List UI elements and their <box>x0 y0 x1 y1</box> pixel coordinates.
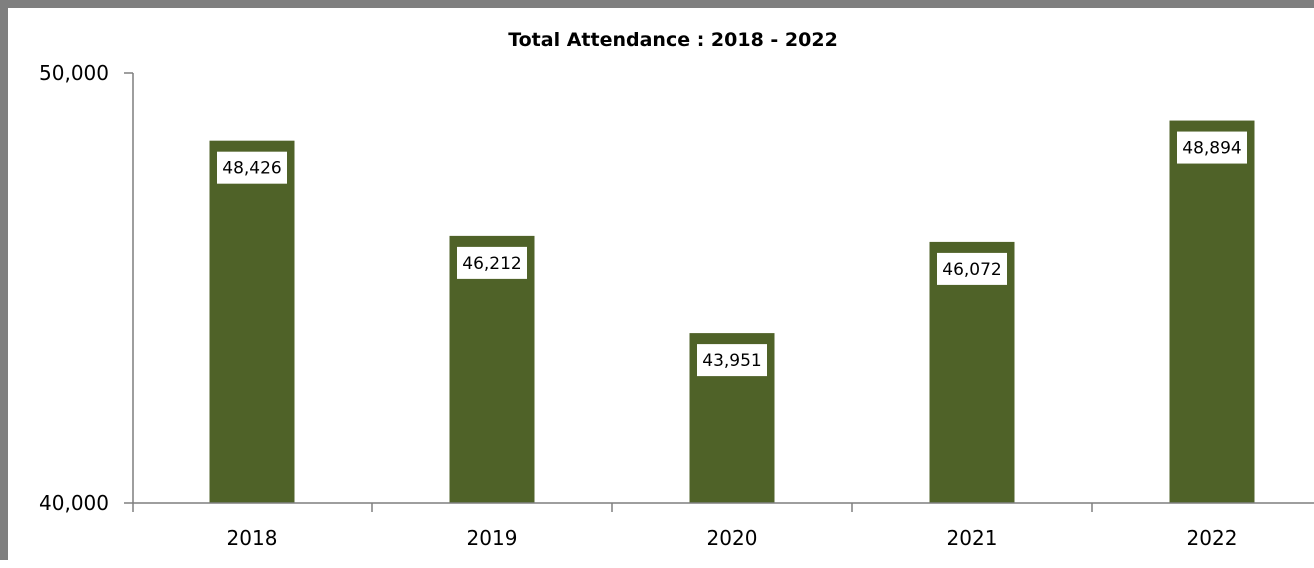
bar-2022 <box>1169 120 1255 504</box>
data-label-box-2018 <box>217 151 287 184</box>
data-label-2021: 46,072 <box>942 260 1001 280</box>
x-tick-label-2018: 2018 <box>227 526 278 550</box>
bar-2021 <box>929 241 1015 504</box>
axes-group: 40,000 50,000 2018 2019 2020 2021 2022 <box>39 61 1314 550</box>
x-tick-label-2022: 2022 <box>1187 526 1238 550</box>
data-label-2018: 48,426 <box>222 159 281 179</box>
bar-chart: Total Attendance : 2018 - 2022 40,000 50,… <box>39 29 1314 550</box>
data-label-box-2022 <box>1177 131 1247 164</box>
data-label-2022: 48,894 <box>1182 139 1241 159</box>
data-label-box-2020 <box>697 344 767 377</box>
data-label-box-2019 <box>457 246 527 279</box>
bar-2018 <box>209 140 295 503</box>
data-label-2020: 43,951 <box>702 351 761 371</box>
bar-2019 <box>449 235 535 503</box>
y-tick-label: 40,000 <box>39 491 109 515</box>
y-tick-label: 50,000 <box>39 61 109 85</box>
bars-group <box>209 120 1255 504</box>
data-label-box-2021 <box>937 252 1007 285</box>
x-tick-label-2019: 2019 <box>467 526 518 550</box>
x-tick-label-2020: 2020 <box>707 526 758 550</box>
data-labels-group: 48,426 46,212 43,951 46,072 48,894 <box>217 131 1247 377</box>
chart-title: Total Attendance : 2018 - 2022 <box>508 29 838 51</box>
x-tick-label-2021: 2021 <box>947 526 998 550</box>
data-label-2019: 46,212 <box>462 254 521 274</box>
